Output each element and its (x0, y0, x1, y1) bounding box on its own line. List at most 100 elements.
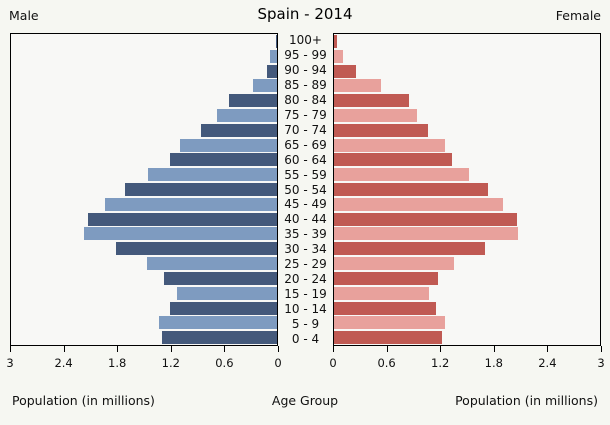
bar-male-95-99 (269, 49, 277, 63)
tick-female-0 (333, 346, 334, 352)
tick-label-female-0.6: 0.6 (377, 356, 396, 370)
age-group-label-30-34: 30 - 34 (284, 242, 327, 257)
bar-male-25-29 (146, 257, 277, 271)
bar-male-100plus (276, 34, 277, 48)
bar-male-10-14 (169, 301, 277, 315)
pyramid-row-female-95-99 (334, 49, 600, 64)
age-group-label-15-19: 15 - 19 (284, 286, 327, 301)
age-group-label-75-79: 75 - 79 (284, 107, 327, 122)
female-side-header: Female (555, 8, 601, 23)
pyramid-row-male-85-89 (11, 78, 277, 93)
tick-label-female-2.4: 2.4 (538, 356, 557, 370)
bar-male-35-39 (83, 227, 277, 241)
bar-female-90-94 (334, 64, 357, 78)
tick-female-3 (601, 346, 602, 352)
tick-label-male-1.2: 1.2 (161, 356, 180, 370)
pyramid-row-male-100plus (11, 34, 277, 49)
bar-female-80-84 (334, 94, 410, 108)
tick-label-female-0: 0 (329, 356, 337, 370)
bar-female-0-4 (334, 331, 443, 345)
age-group-label-5-9: 5 - 9 (291, 316, 320, 331)
tick-male-1.2 (170, 346, 172, 352)
bar-male-0-4 (161, 331, 277, 345)
bar-male-40-44 (88, 212, 277, 226)
pyramid-row-male-80-84 (11, 93, 277, 108)
bar-male-15-19 (176, 286, 277, 300)
pyramid-row-male-75-79 (11, 108, 277, 123)
bar-female-65-69 (334, 138, 445, 152)
bar-male-20-24 (164, 271, 277, 285)
bar-female-15-19 (334, 286, 429, 300)
male-side-header: Male (9, 8, 39, 23)
female-bars-container (334, 34, 600, 345)
pyramid-row-male-15-19 (11, 286, 277, 301)
pyramid-row-female-40-44 (334, 212, 600, 227)
pyramid-row-female-0-4 (334, 330, 600, 345)
bar-female-60-64 (334, 153, 452, 167)
tick-label-female-1.2: 1.2 (431, 356, 450, 370)
pyramid-row-female-70-74 (334, 123, 600, 138)
bar-male-60-64 (169, 153, 277, 167)
pyramid-row-female-75-79 (334, 108, 600, 123)
pyramid-row-male-70-74 (11, 123, 277, 138)
tick-male-0.6 (224, 346, 226, 352)
tick-male-1.8 (117, 346, 119, 352)
male-axis-ticks (10, 346, 279, 352)
bar-male-30-34 (115, 242, 277, 256)
tick-label-female-3: 3 (597, 356, 605, 370)
bar-male-70-74 (200, 123, 277, 137)
bar-male-55-59 (147, 168, 277, 182)
pyramid-row-male-20-24 (11, 271, 277, 286)
tick-female-1.8 (493, 346, 495, 352)
pyramid-row-male-55-59 (11, 167, 277, 182)
pyramid-row-male-90-94 (11, 64, 277, 79)
tick-label-male-0: 0 (274, 356, 282, 370)
bar-male-5-9 (159, 316, 277, 330)
age-group-label-25-29: 25 - 29 (284, 257, 327, 272)
age-group-label-40-44: 40 - 44 (284, 212, 327, 227)
pyramid-row-male-10-14 (11, 301, 277, 316)
tick-label-male-1.8: 1.8 (108, 356, 127, 370)
tick-label-female-1.8: 1.8 (484, 356, 503, 370)
tick-female-2.4 (547, 346, 549, 352)
pyramid-row-female-65-69 (334, 138, 600, 153)
pyramid-row-female-25-29 (334, 256, 600, 271)
bar-female-25-29 (334, 257, 454, 271)
pyramid-row-female-80-84 (334, 93, 600, 108)
bar-female-10-14 (334, 301, 436, 315)
age-group-label-70-74: 70 - 74 (284, 122, 327, 137)
bar-male-75-79 (216, 108, 277, 122)
tick-female-1.2 (440, 346, 442, 352)
pyramid-row-male-50-54 (11, 182, 277, 197)
pyramid-row-female-55-59 (334, 167, 600, 182)
pyramid-row-female-60-64 (334, 153, 600, 168)
age-group-label-95-99: 95 - 99 (284, 48, 327, 63)
age-group-label-55-59: 55 - 59 (284, 167, 327, 182)
bar-female-85-89 (334, 79, 381, 93)
pyramid-row-male-60-64 (11, 153, 277, 168)
age-group-label-45-49: 45 - 49 (284, 197, 327, 212)
pyramid-row-male-5-9 (11, 315, 277, 330)
bar-female-45-49 (334, 197, 504, 211)
age-group-label-85-89: 85 - 89 (284, 78, 327, 93)
age-group-label-80-84: 80 - 84 (284, 93, 327, 108)
pyramid-row-male-0-4 (11, 330, 277, 345)
age-group-label-100plus: 100+ (289, 33, 322, 48)
pyramid-row-female-100plus (334, 34, 600, 49)
male-axes-panel (10, 33, 278, 346)
bar-male-45-49 (105, 197, 277, 211)
female-axis-ticks (333, 346, 602, 352)
female-axes-panel (333, 33, 601, 346)
age-group-label-20-24: 20 - 24 (284, 271, 327, 286)
pyramid-row-female-90-94 (334, 64, 600, 79)
pyramid-row-male-30-34 (11, 241, 277, 256)
pyramid-row-male-65-69 (11, 138, 277, 153)
pyramid-row-female-35-39 (334, 227, 600, 242)
tick-label-male-0.6: 0.6 (215, 356, 234, 370)
tick-male-0 (278, 346, 279, 352)
age-group-label-0-4: 0 - 4 (291, 331, 320, 346)
chart-title: Spain - 2014 (257, 5, 353, 23)
age-group-label-60-64: 60 - 64 (284, 152, 327, 167)
bar-male-85-89 (253, 79, 277, 93)
